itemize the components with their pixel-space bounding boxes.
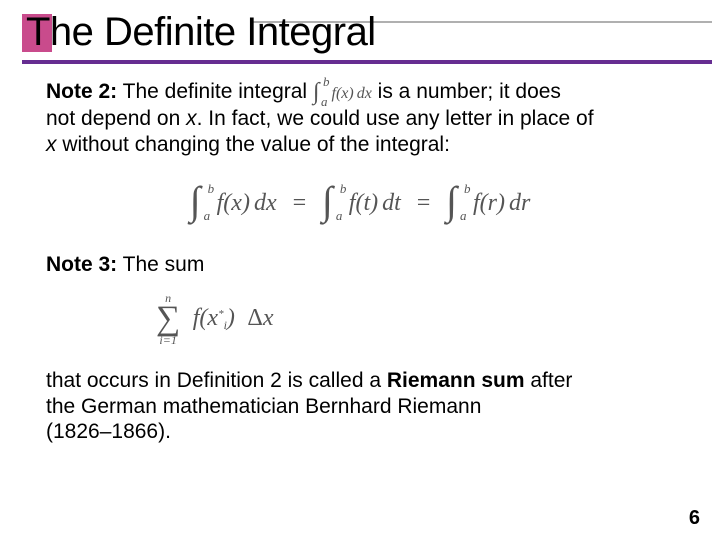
eq1-fn: f (217, 190, 224, 216)
closing-paragraph: that occurs in Definition 2 is called a … (46, 368, 674, 445)
note2-after: is a number; it does (372, 80, 561, 103)
inline-int-upper: b (323, 74, 330, 90)
note2-paragraph: Note 2: The definite integral ∫baf(x)dx … (46, 79, 674, 157)
riemann-sum: n ∑ i=1 f(x*i) Δx (46, 292, 674, 347)
riemann-delta-sym: Δ (247, 305, 262, 331)
page-number: 6 (689, 507, 700, 530)
title-row: The Definite Integral (0, 10, 720, 55)
eq2-arg: t (363, 190, 370, 216)
note2-label: Note 2: (46, 80, 117, 103)
closing-1b: after (525, 369, 573, 392)
eq3-upper: b (464, 181, 471, 197)
eq3-fn: f (473, 190, 480, 216)
note2-line2a: not depend on (46, 107, 186, 130)
eq-sign-2: = (407, 190, 439, 216)
sigma-symbol: ∑ (156, 304, 180, 335)
riemann-fn-name: f (193, 305, 200, 331)
note2-line2b: . In fact, we could use any letter in pl… (197, 107, 594, 130)
note2-lead: The definite integral (117, 80, 313, 103)
sigma: n ∑ i=1 (156, 292, 180, 347)
riemann-bold: Riemann sum (387, 369, 525, 392)
header-purple-rule (22, 60, 712, 64)
slide-body: Note 2: The definite integral ∫baf(x)dx … (0, 55, 720, 445)
page-title: The Definite Integral (26, 10, 376, 55)
eq3-dvar: r (521, 190, 530, 216)
riemann-fn: f(x*i) (187, 305, 235, 331)
eq2-upper: b (340, 181, 347, 197)
riemann-delta-var: x (263, 305, 274, 331)
note2-line3b: without changing the value of the integr… (57, 133, 450, 156)
riemann-star: * (218, 308, 224, 320)
note3-paragraph: Note 3: The sum (46, 252, 674, 278)
riemann-arg-base: x (207, 305, 218, 331)
closing-2: the German mathematician Bernhard Rieman… (46, 395, 481, 418)
sigma-lower: i=1 (156, 334, 180, 346)
eq-term-2: ∫ba (322, 185, 333, 222)
eq-term-3: ∫ba (446, 185, 457, 222)
eq1-lower: a (204, 208, 211, 224)
equation-chain: ∫baf(x)dx = ∫baf(t)dt = ∫baf(r)dr (46, 185, 674, 222)
note2-line3-var: x (46, 133, 57, 156)
note3-text: The sum (117, 253, 204, 276)
note2-var-x: x (186, 107, 197, 130)
eq2-dvar: t (394, 190, 401, 216)
eq1-dvar: x (266, 190, 277, 216)
closing-3: (1826–1866). (46, 420, 171, 443)
inline-int-fn: f (332, 85, 336, 102)
eq2-lower: a (336, 208, 343, 224)
inline-int-dvar: x (365, 85, 372, 102)
riemann-sub: i (224, 318, 227, 332)
note3-label: Note 3: (46, 253, 117, 276)
inline-int-arg: x (341, 85, 348, 102)
inline-int-lower: a (321, 94, 328, 110)
eq3-arg: r (488, 190, 497, 216)
eq3-lower: a (460, 208, 467, 224)
eq1-upper: b (208, 181, 215, 197)
eq-term-1: ∫ba (190, 185, 201, 222)
slide-header: The Definite Integral (0, 0, 720, 55)
eq2-fn: f (349, 190, 356, 216)
eq-sign-1: = (283, 190, 315, 216)
inline-integral: ∫baf(x)dx (313, 79, 372, 106)
closing-1a: that occurs in Definition 2 is called a (46, 369, 387, 392)
eq1-arg: x (231, 190, 242, 216)
riemann-delta: Δx (241, 305, 273, 331)
